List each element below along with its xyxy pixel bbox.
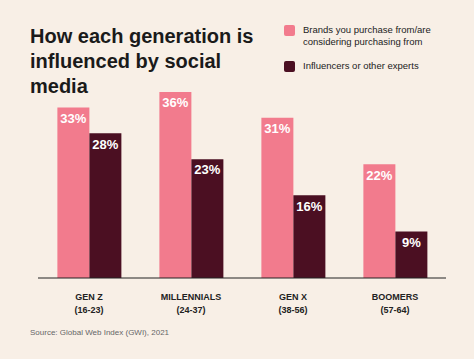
html-text:Brands you purchase from/are c: Brands you purchase from/are considering…	[303, 24, 431, 47]
svg-text:22%: 22%	[366, 168, 392, 183]
html-text:How each generation is influen: How each generation is influenced by soc…	[30, 25, 254, 97]
svg-text:33%: 33%	[60, 111, 86, 126]
svg-text:(16-23): (16-23)	[74, 305, 103, 315]
svg-text:BOOMERS: BOOMERS	[372, 292, 419, 302]
html-text:Influencers or other experts: Influencers or other experts	[303, 60, 419, 71]
svg-text:31%: 31%	[264, 121, 290, 136]
svg-text:16%: 16%	[296, 199, 322, 214]
svg-text:28%: 28%	[92, 137, 118, 152]
html-text:Source: Global Web Index (GWI): Source: Global Web Index (GWI), 2021	[30, 328, 169, 337]
svg-text:9%: 9%	[402, 235, 421, 250]
svg-text:23%: 23%	[194, 162, 220, 177]
svg-text:(57-64): (57-64)	[380, 305, 409, 315]
svg-text:GEN X: GEN X	[279, 292, 307, 302]
svg-text:(38-56): (38-56)	[278, 305, 307, 315]
svg-text:GEN Z: GEN Z	[75, 292, 103, 302]
svg-text:36%: 36%	[162, 95, 188, 110]
svg-text:MILLENNIALS: MILLENNIALS	[161, 292, 222, 302]
svg-text:(24-37): (24-37)	[176, 305, 205, 315]
